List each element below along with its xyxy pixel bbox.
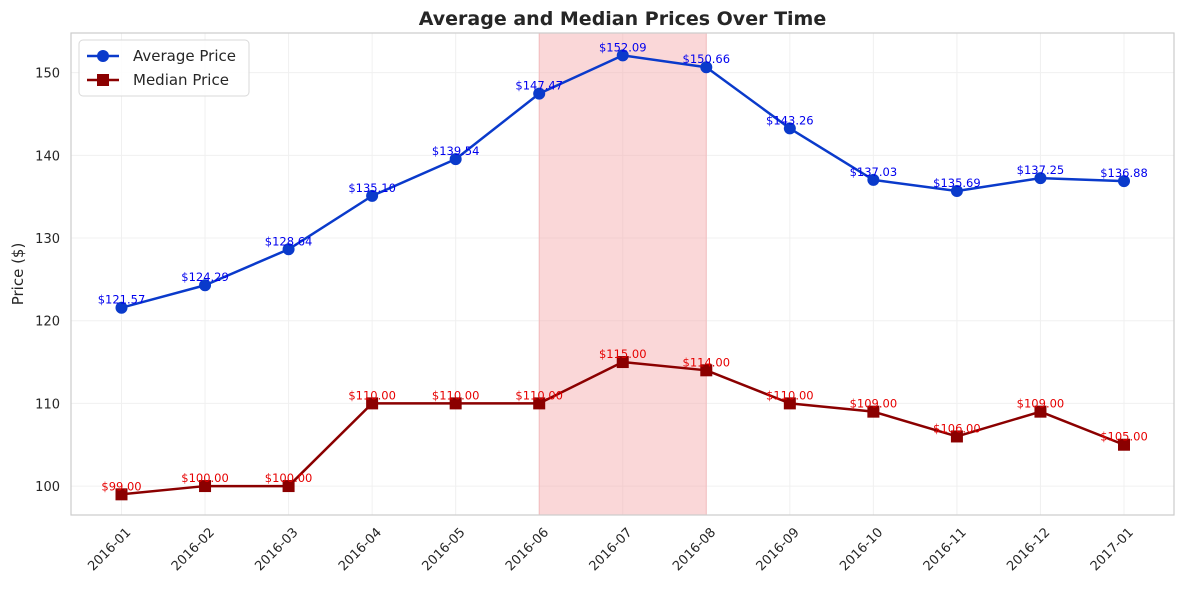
x-tick-label: 2016-11 — [921, 525, 970, 574]
y-tick-label: 110 — [35, 397, 60, 412]
data-label: $106.00 — [933, 421, 981, 435]
x-axis-ticks: 2016-01 2016-02 2016-03 2016-04 2016-05 2016-… — [85, 525, 1137, 574]
data-point — [366, 189, 379, 202]
y-tick-label: 100 — [35, 480, 60, 495]
data-label: $105.00 — [1100, 430, 1148, 444]
data-label: $109.00 — [1017, 397, 1065, 411]
data-label: $121.57 — [98, 293, 146, 307]
data-label: $124.29 — [181, 270, 229, 284]
data-label: $110.00 — [348, 388, 396, 402]
x-tick-label: 2016-01 — [85, 525, 134, 574]
data-point — [783, 397, 796, 410]
data-label: $100.00 — [181, 471, 229, 485]
legend-marker — [97, 74, 109, 86]
data-point — [783, 122, 796, 135]
data-point — [199, 279, 212, 292]
chart-title: Average and Median Prices Over Time — [419, 8, 826, 30]
data-label: $100.00 — [265, 471, 313, 485]
data-point — [533, 397, 546, 410]
data-point — [616, 356, 629, 369]
data-label: $150.66 — [683, 52, 731, 66]
data-point — [1118, 175, 1130, 188]
y-axis-label: Price ($) — [9, 243, 27, 306]
data-point — [199, 480, 212, 493]
x-tick-label: 2016-03 — [252, 525, 301, 574]
y-axis-ticks: 100 110 120 130 140 150 — [35, 67, 60, 495]
data-point — [533, 87, 546, 100]
data-point — [282, 243, 295, 256]
data-point — [700, 364, 713, 377]
x-tick-label: 2016-07 — [587, 525, 636, 574]
data-label: $109.00 — [850, 397, 898, 411]
data-point — [867, 173, 880, 186]
data-point — [867, 405, 880, 418]
x-tick-label: 2016-10 — [837, 525, 886, 574]
data-label: $99.00 — [101, 479, 141, 493]
legend-box — [78, 39, 250, 97]
data-labels-layer: $121.57 $124.29 $128.64 $135.10 $139.54 $147.… — [98, 40, 1148, 493]
data-point — [282, 480, 295, 493]
data-point — [950, 430, 963, 443]
legend-label: Median Price — [133, 71, 229, 89]
data-point — [366, 397, 379, 410]
data-label: $135.69 — [933, 176, 981, 190]
data-label: $137.03 — [850, 165, 898, 179]
data-point — [115, 488, 128, 501]
data-label: $114.00 — [683, 355, 731, 369]
data-label: $110.00 — [515, 388, 563, 402]
data-point — [449, 153, 462, 166]
legend: Average Price Median Price — [78, 39, 250, 97]
x-tick-label: 2017-01 — [1088, 525, 1137, 574]
data-point — [449, 397, 462, 410]
data-point — [1118, 438, 1130, 451]
data-point — [115, 301, 128, 314]
y-tick-label: 140 — [35, 149, 60, 164]
data-label: $115.00 — [599, 347, 647, 361]
plot-frame — [70, 32, 1175, 516]
data-point — [1034, 405, 1047, 418]
highlight-band — [538, 32, 707, 516]
data-point — [700, 61, 713, 74]
y-tick-label: 130 — [35, 232, 60, 247]
x-tick-label: 2016-06 — [503, 525, 552, 574]
data-label: $137.25 — [1017, 163, 1065, 177]
x-tick-label: 2016-08 — [670, 525, 719, 574]
data-label: $110.00 — [432, 388, 480, 402]
data-label: $135.10 — [348, 181, 396, 195]
data-point — [1034, 172, 1047, 185]
data-label: $143.26 — [766, 113, 814, 127]
data-label: $110.00 — [766, 388, 814, 402]
legend-label: Average Price — [133, 47, 236, 65]
x-tick-label: 2016-09 — [754, 525, 803, 574]
data-point — [616, 49, 629, 62]
x-tick-label: 2016-05 — [419, 525, 468, 574]
data-label: $152.09 — [599, 40, 647, 54]
series-layer — [115, 49, 1130, 501]
legend-marker — [97, 50, 109, 62]
y-tick-label: 150 — [35, 67, 60, 82]
highlight-band-layer — [538, 32, 707, 516]
data-point — [950, 184, 963, 197]
data-label: $128.64 — [265, 234, 313, 248]
x-tick-label: 2016-04 — [336, 525, 385, 574]
data-label: $136.88 — [1100, 166, 1148, 180]
x-tick-label: 2016-02 — [169, 525, 218, 574]
data-label: $147.47 — [515, 79, 563, 93]
data-label: $139.54 — [432, 144, 480, 158]
x-tick-label: 2016-12 — [1004, 525, 1053, 574]
y-tick-label: 120 — [35, 315, 60, 330]
